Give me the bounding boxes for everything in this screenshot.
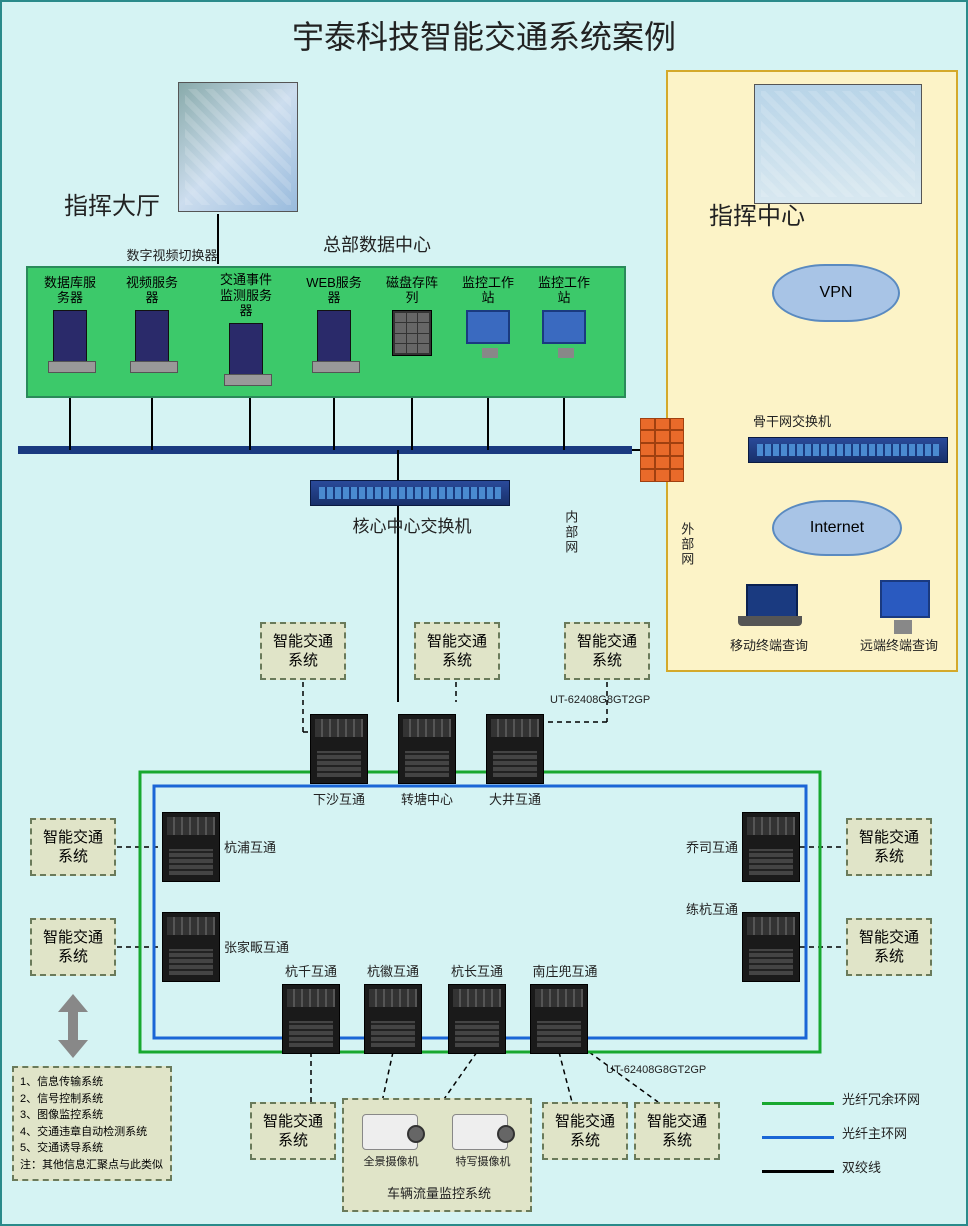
photo-control-room — [178, 82, 298, 212]
page-title: 宇泰科技智能交通系统案例 — [2, 12, 966, 58]
label-left-sw-2: 张家畈互通 — [224, 940, 314, 956]
indsw-right-2 — [742, 912, 800, 982]
label-right-sw-1: 乔司互通 — [652, 840, 738, 856]
server-4: 磁盘存阵列 — [380, 272, 444, 356]
legend-label: 光纤冗余环网 — [842, 1092, 952, 1108]
server-1: 视频服务器 — [120, 272, 184, 366]
label-bot-sw-1: 杭千互通 — [270, 964, 352, 980]
server-caption: 监控工作站 — [532, 272, 596, 306]
label-cam-pano: 全景摄像机 — [348, 1156, 434, 1170]
system-list-box: 1、信息传输系统2、信号控制系统3、图像监控系统4、交通违章自动检测系统5、交通… — [12, 1066, 172, 1181]
cloud-internet: Internet — [772, 500, 902, 556]
server-caption: 磁盘存阵列 — [380, 272, 444, 306]
firewall-icon — [640, 418, 684, 482]
label-hq-datacenter: 总部数据中心 — [302, 234, 452, 257]
label-model-top: UT-62408G8GT2GP — [550, 694, 680, 708]
label-core-switch: 核心中心交换机 — [332, 516, 492, 537]
server-2: 交通事件监测服务器 — [214, 272, 278, 379]
workstation-icon — [542, 310, 586, 344]
diagram-canvas: 宇泰科技智能交通系统案例 — [0, 0, 968, 1226]
label-bot-sw-2: 杭徽互通 — [352, 964, 434, 980]
server-caption: WEB服务器 — [302, 272, 366, 306]
syslist-item: 注：其他信息汇聚点与此类似 — [20, 1157, 164, 1174]
its-box-left-1: 智能交通系统 — [30, 818, 116, 876]
legend-label: 光纤主环网 — [842, 1126, 952, 1142]
camera-pano-icon — [362, 1114, 418, 1150]
syslist-item: 3、图像监控系统 — [20, 1107, 164, 1124]
indsw-bot-3 — [448, 984, 506, 1054]
indsw-bot-2 — [364, 984, 422, 1054]
label-top-sw-2: 转塘中心 — [382, 792, 472, 808]
its-box-bot-2: 智能交通系统 — [542, 1102, 628, 1160]
label-outer-net: 外部网 — [678, 522, 694, 567]
label-top-sw-1: 下沙互通 — [294, 792, 384, 808]
core-switch — [310, 480, 510, 506]
label-left-sw-1: 杭浦互通 — [224, 840, 304, 856]
label-top-sw-3: 大井互通 — [470, 792, 560, 808]
indsw-top-3 — [486, 714, 544, 784]
camera-group: 全景摄像机 特写摄像机 车辆流量监控系统 — [342, 1098, 532, 1212]
label-cam-close: 特写摄像机 — [440, 1156, 526, 1170]
its-box-top-1: 智能交通系统 — [260, 622, 346, 680]
its-box-right-1: 智能交通系统 — [846, 818, 932, 876]
label-backbone-switch: 骨干网交换机 — [732, 414, 852, 430]
indsw-top-2 — [398, 714, 456, 784]
label-remote-query: 远端终端查询 — [844, 638, 954, 654]
server-tower-icon — [135, 310, 169, 366]
label-right-sw-2: 练杭互通 — [652, 902, 738, 918]
label-dvs: 数字视频切换器 — [112, 248, 232, 264]
syslist-item: 4、交通违章自动检测系统 — [20, 1124, 164, 1141]
disk-array-icon — [392, 310, 432, 356]
server-tower-icon — [317, 310, 351, 366]
indsw-right-1 — [742, 812, 800, 882]
server-caption: 监控工作站 — [456, 272, 520, 306]
indsw-left-1 — [162, 812, 220, 882]
bidir-arrow-icon — [58, 994, 88, 1058]
syslist-item: 2、信号控制系统 — [20, 1091, 164, 1108]
camera-close-icon — [452, 1114, 508, 1150]
server-caption: 交通事件监测服务器 — [214, 272, 278, 319]
desktop-icon — [876, 580, 930, 634]
server-caption: 视频服务器 — [120, 272, 184, 306]
label-bot-sw-4: 南庄兜互通 — [518, 964, 612, 980]
label-cam-system: 车辆流量监控系统 — [344, 1186, 534, 1202]
label-inner-net: 内部网 — [562, 510, 578, 555]
syslist-item: 1、信息传输系统 — [20, 1074, 164, 1091]
indsw-top-1 — [310, 714, 368, 784]
workstation-icon — [466, 310, 510, 344]
label-mobile-query: 移动终端查询 — [714, 638, 824, 654]
legend-line — [762, 1170, 834, 1173]
its-box-right-2: 智能交通系统 — [846, 918, 932, 976]
indsw-left-2 — [162, 912, 220, 982]
syslist-item: 5、交通诱导系统 — [20, 1140, 164, 1157]
server-6: 监控工作站 — [532, 272, 596, 344]
label-model-bot: UT-62408G8GT2GP — [606, 1064, 736, 1078]
backbone-switch — [748, 437, 948, 463]
server-caption: 数据库服务器 — [38, 272, 102, 306]
cloud-vpn: VPN — [772, 264, 900, 322]
its-box-top-3: 智能交通系统 — [564, 622, 650, 680]
server-tower-icon — [53, 310, 87, 366]
legend-line — [762, 1136, 834, 1139]
its-box-bot-3: 智能交通系统 — [634, 1102, 720, 1160]
label-command-center: 指挥中心 — [692, 202, 822, 232]
server-3: WEB服务器 — [302, 272, 366, 366]
label-command-hall: 指挥大厅 — [42, 192, 182, 222]
server-5: 监控工作站 — [456, 272, 520, 344]
laptop-icon — [738, 584, 802, 626]
indsw-bot-1 — [282, 984, 340, 1054]
its-box-left-2: 智能交通系统 — [30, 918, 116, 976]
legend-label: 双绞线 — [842, 1160, 952, 1176]
server-tower-icon — [229, 323, 263, 379]
server-0: 数据库服务器 — [38, 272, 102, 366]
legend-line — [762, 1102, 834, 1105]
its-box-top-2: 智能交通系统 — [414, 622, 500, 680]
label-bot-sw-3: 杭长互通 — [436, 964, 518, 980]
its-box-bot-1: 智能交通系统 — [250, 1102, 336, 1160]
photo-building — [754, 84, 922, 204]
indsw-bot-4 — [530, 984, 588, 1054]
